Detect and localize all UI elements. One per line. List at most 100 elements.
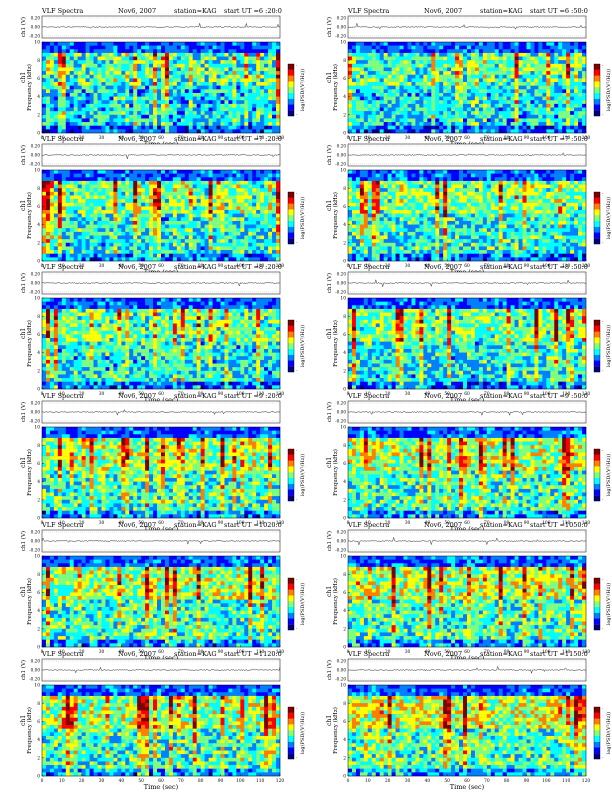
spectrogram-cell: [236, 115, 240, 119]
spectrogram-cell: [415, 118, 419, 122]
spectrogram-cell: [201, 93, 205, 97]
spectrogram-cell: [419, 118, 423, 122]
spectrogram-cell: [404, 57, 408, 61]
spectrogram-cell: [153, 254, 157, 258]
spectrogram-cell: [582, 42, 586, 46]
spectrogram-cell: [90, 239, 94, 243]
spectrogram-cell: [197, 174, 201, 178]
spectrogram-cell: [177, 118, 181, 122]
spectrogram-cell: [157, 254, 161, 258]
spectrogram-cell: [471, 126, 475, 130]
spectrogram-cell: [232, 78, 236, 82]
spectrogram-cell: [94, 236, 98, 240]
spectrogram-cell: [173, 185, 177, 189]
spectrogram-cell: [74, 46, 78, 50]
spectrogram-cell: [78, 206, 82, 210]
spectrogram-cell: [98, 111, 102, 115]
spectrogram-cell: [197, 104, 201, 108]
spectrogram-cell: [384, 89, 388, 93]
spectrogram-cell: [475, 111, 479, 115]
spectrogram-cell: [368, 126, 372, 130]
spectrogram-cell: [50, 111, 54, 115]
spectrogram-cell: [272, 206, 276, 210]
spectrogram-cell: [578, 75, 582, 79]
spectrogram-cell: [244, 170, 248, 174]
spectrogram-cell: [74, 115, 78, 119]
spectrogram-cell: [66, 115, 70, 119]
spectrogram-cell: [157, 118, 161, 122]
spectrogram-cell: [352, 170, 356, 174]
spectrogram-cell: [58, 225, 62, 229]
spectrogram-cell: [66, 53, 70, 57]
spectrogram-cell: [566, 97, 570, 101]
spectrogram-cell: [50, 257, 54, 261]
spectrogram-cell: [109, 177, 113, 181]
spectrogram-cell: [205, 177, 209, 181]
spectrogram-cell: [149, 93, 153, 97]
spectrogram-cell: [260, 170, 264, 174]
spectrogram-cell: [145, 246, 149, 250]
spectrogram-cell: [248, 228, 252, 232]
spectrogram-cell: [181, 254, 185, 258]
spectrogram-cell: [213, 246, 217, 250]
spectrogram-cell: [411, 46, 415, 50]
spectrogram-cell: [109, 217, 113, 221]
spectrogram-cell: [228, 257, 232, 261]
ch1-tick-label: 0.00: [337, 153, 347, 158]
spectrogram-cell: [542, 129, 546, 133]
spectrogram-cell: [252, 42, 256, 46]
spectrogram-cell: [157, 174, 161, 178]
spectrogram-cell: [213, 86, 217, 90]
spectrogram-cell: [109, 203, 113, 207]
spectrogram-cell: [384, 122, 388, 126]
spectrogram-cell: [213, 221, 217, 225]
spectrogram-cell: [435, 126, 439, 130]
spectrogram-cell: [221, 67, 225, 71]
spectrogram-cell: [189, 78, 193, 82]
spectrogram-cell: [400, 115, 404, 119]
spectrogram-cell: [54, 221, 58, 225]
spectrogram-cell: [570, 67, 574, 71]
spectrogram-cell: [66, 177, 70, 181]
spectrogram-cell: [236, 108, 240, 112]
spectrogram-cell: [224, 214, 228, 218]
spectrogram-cell: [260, 217, 264, 221]
spectrogram-cell: [153, 250, 157, 254]
spectrogram-cell: [527, 89, 531, 93]
spectrogram-cell: [149, 122, 153, 126]
spectrogram-cell: [173, 126, 177, 130]
spectrogram-cell: [364, 42, 368, 46]
spectrogram-cell: [542, 108, 546, 112]
spectrogram-cell: [396, 86, 400, 90]
spectrogram-cell: [475, 97, 479, 101]
spectrogram-cell: [185, 228, 189, 232]
spectrogram-cell: [479, 93, 483, 97]
spectrogram-cell: [78, 64, 82, 68]
spectrogram-cell: [209, 75, 213, 79]
spectrogram-cell: [145, 236, 149, 240]
spectrogram-cell: [252, 126, 256, 130]
spectrogram-cell: [276, 214, 280, 218]
spectrogram-cell: [348, 170, 352, 174]
spectrogram-cell: [121, 64, 125, 68]
spectrogram-cell: [205, 246, 209, 250]
spectrogram-cell: [582, 104, 586, 108]
spectrogram-cell: [185, 111, 189, 115]
spectrogram-cell: [86, 188, 90, 192]
spectrogram-cell: [348, 86, 352, 90]
spectrogram-cell: [113, 108, 117, 112]
spectrogram-cell: [46, 210, 50, 214]
spectrogram-cell: [213, 203, 217, 207]
spectrogram-cell: [121, 228, 125, 232]
spectrogram-cell: [256, 199, 260, 203]
spectrogram-cell: [141, 239, 145, 243]
spectrogram-cell: [471, 42, 475, 46]
spectrogram-cell: [197, 203, 201, 207]
spectrogram-cell: [169, 122, 173, 126]
spectrogram-cell: [169, 210, 173, 214]
spectrogram-cell: [582, 115, 586, 119]
spectrogram-cell: [189, 115, 193, 119]
spectrogram-cell: [161, 188, 165, 192]
spectrogram-cell: [550, 75, 554, 79]
spectrogram-cell: [117, 181, 121, 185]
